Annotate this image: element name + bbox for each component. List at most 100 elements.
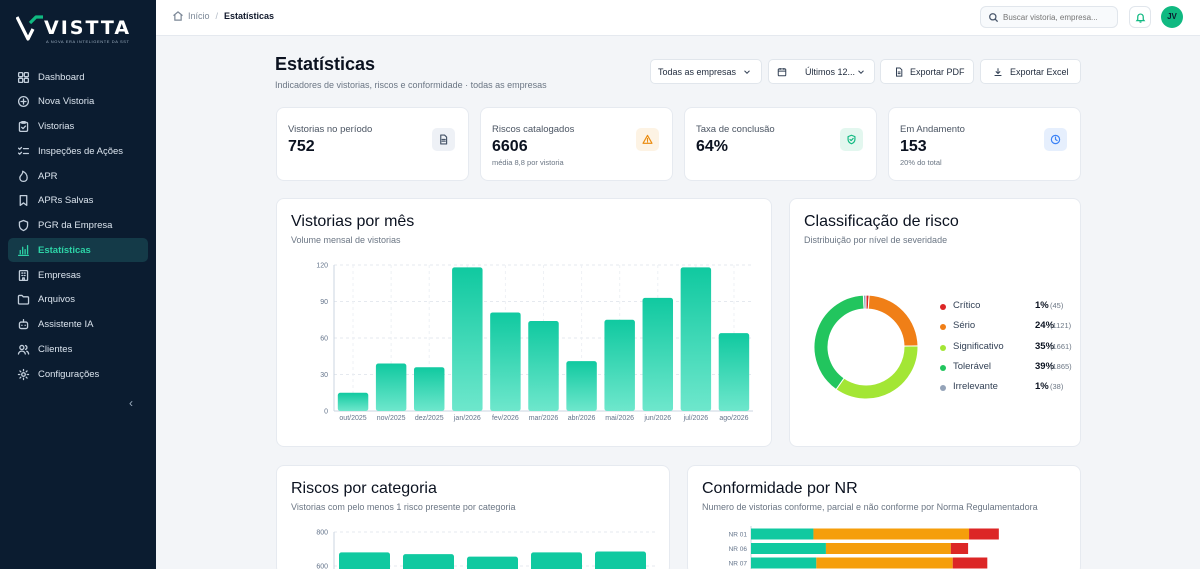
x-tick-label: ago/2026 (719, 415, 748, 422)
legend-item-serio: Sério 24% (1121) (940, 319, 1072, 339)
stat-value: 64% (696, 138, 729, 155)
sidebar-item-label: APR (38, 170, 58, 182)
collapse-sidebar-button[interactable]: ‹ (129, 396, 133, 410)
y-tick-label: NR 06 (729, 546, 748, 553)
sidebar-item-label: Clientes (38, 343, 73, 355)
bar-chart-icon (17, 244, 30, 256)
sidebar-item-label: Inspeções de Ações (38, 145, 124, 157)
sidebar-item-pgr[interactable]: PGR da Empresa (8, 214, 148, 238)
x-tick-label: fev/2026 (492, 415, 519, 422)
card-subtitle: Numero de vistorias conforme, parcial e … (702, 502, 1038, 512)
sidebar-item-clientes[interactable]: Clientes (8, 337, 148, 361)
x-tick-label: dez/2025 (415, 415, 444, 422)
legend-count: (38) (1050, 382, 1064, 392)
sidebar-item-configuracoes[interactable]: Configurações (8, 362, 148, 386)
bar (604, 319, 635, 411)
sidebar-item-vistorias[interactable]: Vistorias (8, 115, 148, 139)
sidebar-item-apr[interactable]: APR (8, 164, 148, 188)
sidebar-item-estatisticas[interactable]: Estatísticas (8, 238, 148, 263)
y-tick-label: 30 (320, 372, 328, 379)
stat-card-vistorias: Vistorias no período 752 (276, 107, 469, 181)
bar-segment (950, 543, 969, 554)
stat-note: média 8,8 por vistoria (492, 158, 564, 167)
sidebar-item-label: Arquivos (38, 294, 75, 306)
company-filter-select[interactable]: Todas as empresas (650, 59, 762, 84)
nr-chart-card: Conformidade por NR Numero de vistorias … (687, 465, 1081, 569)
breadcrumb: Início / Estatísticas (172, 10, 274, 22)
grid-icon (17, 71, 30, 83)
page-title: Estatísticas (275, 54, 376, 74)
sidebar-item-assistente-ia[interactable]: Assistente IA (8, 313, 148, 337)
legend-percent: 1% (1035, 381, 1049, 393)
bar-segment (952, 557, 988, 569)
stat-card-riscos: Riscos catalogados 6606 média 8,8 por vi… (480, 107, 673, 181)
breadcrumb-home[interactable]: Início (172, 10, 210, 22)
sidebar: VISTTA A NOVA ERA INTELIGENTE DA SST Das… (0, 0, 156, 569)
x-tick-label: jul/2026 (683, 415, 709, 422)
calendar-icon (777, 67, 787, 76)
stat-value: 153 (900, 138, 927, 155)
stat-label: Taxa de conclusão (696, 124, 775, 135)
bar (467, 556, 518, 569)
page-subtitle: Indicadores de vistorias, riscos e confo… (275, 80, 547, 90)
notifications-button[interactable] (1129, 6, 1151, 28)
search-input[interactable] (1003, 12, 1113, 22)
categories-bar-chart: 600 800 (316, 530, 657, 569)
donut-slice (867, 294, 919, 347)
sidebar-item-label: Empresas (38, 269, 81, 281)
plus-circle-icon (17, 96, 30, 108)
legend-percent: 24% (1035, 320, 1055, 332)
legend-count: (1121) (1050, 321, 1072, 331)
stat-icon-box (1044, 128, 1067, 151)
legend-swatch (940, 324, 946, 331)
legend-swatch (940, 385, 946, 392)
flame-icon (19, 170, 28, 182)
home-icon (173, 11, 183, 21)
x-tick-label: mai/2026 (605, 415, 634, 422)
stat-icon-box (432, 128, 455, 151)
card-subtitle: Volume mensal de vistorias (291, 235, 401, 245)
legend-swatch (940, 344, 946, 351)
risk-class-card: Classificação de risco Distribuição por … (789, 198, 1081, 447)
company-filter-value: Todas as empresas (658, 66, 737, 77)
sidebar-item-nova-vistoria[interactable]: Nova Vistoria (8, 90, 148, 114)
warning-icon (642, 134, 653, 144)
bar (337, 392, 369, 411)
bar (452, 267, 483, 411)
bar (375, 363, 407, 411)
export-excel-button[interactable]: Exportar Excel (980, 59, 1081, 84)
search-box[interactable] (980, 6, 1118, 28)
folder-icon (17, 295, 30, 305)
x-tick-label: mar/2026 (529, 415, 559, 422)
breadcrumb-home-label: Início (188, 11, 210, 21)
sidebar-item-inspecoes[interactable]: Inspeções de Ações (8, 139, 148, 163)
y-tick-label: 60 (320, 336, 328, 343)
sidebar-item-arquivos[interactable]: Arquivos (8, 288, 148, 312)
legend-percent: 35% (1035, 340, 1055, 352)
legend-item-toleravel: Tolerável 39% (1865) (940, 360, 1072, 380)
risk-legend: Crítico 1% (45) Sério 24% (1121) Significati… (940, 299, 1072, 400)
card-subtitle: Vistorias com pelo menos 1 risco present… (291, 502, 516, 512)
breadcrumb-separator: / (215, 11, 219, 21)
stat-icon-box (636, 128, 659, 151)
legend-label: Tolerável (953, 360, 992, 372)
sidebar-item-empresas[interactable]: Empresas (8, 263, 148, 287)
sidebar-item-aprs-salvas[interactable]: APRs Salvas (8, 189, 148, 213)
period-filter-select[interactable]: Últimos 12... (768, 59, 875, 84)
bar (531, 552, 582, 569)
bar-segment (816, 557, 953, 569)
donut-slice (813, 294, 865, 391)
brand-logo[interactable]: VISTTA A NOVA ERA INTELIGENTE DA SST (16, 14, 136, 46)
document-icon (896, 66, 903, 77)
legend-percent: 39% (1035, 360, 1055, 372)
avatar[interactable]: JV (1161, 6, 1183, 28)
x-tick-label: nov/2025 (377, 415, 406, 422)
legend-item-irrelevante: Irrelevante 1% (38) (940, 380, 1070, 400)
y-tick-label: 600 (316, 564, 328, 569)
export-pdf-button[interactable]: Exportar PDF (880, 59, 974, 84)
sidebar-item-label: Nova Vistoria (38, 96, 95, 108)
card-title: Riscos por categoria (291, 480, 437, 497)
sidebar-item-dashboard[interactable]: Dashboard (8, 65, 148, 89)
x-tick-label: out/2025 (339, 415, 366, 422)
stat-value: 6606 (492, 138, 528, 155)
